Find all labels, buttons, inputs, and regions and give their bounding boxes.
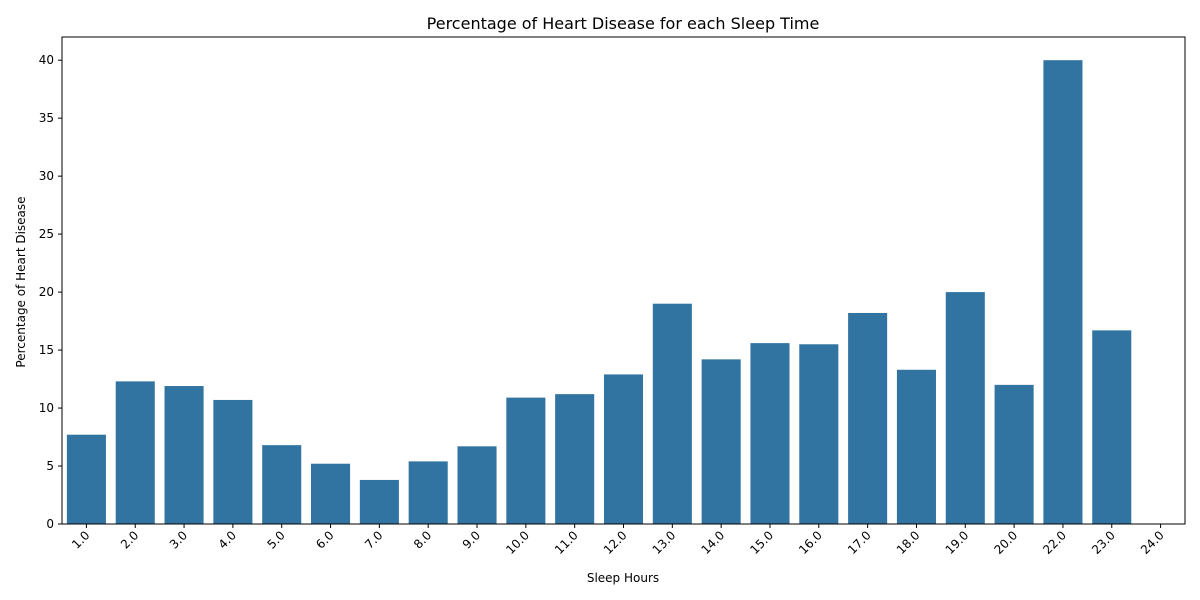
x-axis-ticks: 1.0 2.0 3.0 4.0 5.0 6.0 7.0 8.0 9.0 10.0 11.0 12.0 1… (69, 524, 1167, 557)
x-tick-label: 15.0 (747, 528, 776, 557)
x-tick-label: 17.0 (845, 528, 874, 557)
y-tick-label: 40 (39, 53, 54, 67)
bar-19.0 (945, 292, 985, 524)
y-tick-label: 20 (39, 285, 54, 299)
x-tick-label: 4.0 (216, 528, 239, 551)
x-tick-label: 3.0 (167, 528, 190, 551)
chart-title: Percentage of Heart Disease for each Sle… (427, 14, 820, 33)
y-tick-label: 30 (39, 169, 54, 183)
bar-1.0 (66, 434, 106, 524)
x-tick-label: 16.0 (796, 528, 825, 557)
x-tick-label: 1.0 (69, 528, 92, 551)
y-axis-label: Percentage of Heart Disease (14, 196, 28, 367)
x-axis-label: Sleep Hours (587, 571, 659, 585)
bar-23.0 (1092, 330, 1132, 524)
x-tick-label: 18.0 (894, 528, 923, 557)
bar-17.0 (848, 312, 888, 524)
x-tick-label: 7.0 (362, 528, 385, 551)
bars-group (66, 60, 1132, 524)
bar-5.0 (262, 445, 302, 524)
bar-15.0 (750, 343, 790, 524)
y-tick-label: 35 (39, 111, 54, 125)
bar-3.0 (164, 386, 204, 524)
y-tick-label: 25 (39, 227, 54, 241)
x-tick-label: 12.0 (601, 528, 630, 557)
x-tick-label: 20.0 (991, 528, 1020, 557)
x-tick-label: 9.0 (460, 528, 483, 551)
x-tick-label: 8.0 (411, 528, 434, 551)
plot-frame (61, 36, 1186, 525)
x-tick-label: 14.0 (698, 528, 727, 557)
x-tick-label: 23.0 (1089, 528, 1118, 557)
bar-13.0 (652, 303, 692, 524)
y-axis-ticks: 0 5 10 15 20 25 30 35 40 (39, 53, 62, 531)
y-tick-label: 0 (46, 517, 54, 531)
bar-10.0 (506, 397, 546, 524)
y-tick-label: 10 (39, 401, 54, 415)
x-tick-label: 11.0 (552, 528, 581, 557)
bar-16.0 (799, 344, 839, 524)
x-tick-label: 19.0 (943, 528, 972, 557)
x-tick-label: 10.0 (503, 528, 532, 557)
bar-8.0 (408, 461, 448, 524)
y-tick-label: 15 (39, 343, 54, 357)
x-tick-label: 2.0 (118, 528, 141, 551)
x-tick-label: 22.0 (1040, 528, 1069, 557)
bar-22.0 (1043, 60, 1083, 524)
bar-6.0 (311, 463, 351, 524)
x-tick-label: 13.0 (650, 528, 679, 557)
bar-2.0 (115, 381, 155, 524)
bar-12.0 (603, 374, 644, 524)
bar-18.0 (896, 369, 936, 524)
bar-4.0 (213, 399, 253, 524)
bar-11.0 (555, 394, 595, 524)
bar-7.0 (359, 479, 399, 524)
x-tick-label: 24.0 (1138, 528, 1167, 557)
y-tick-label: 5 (46, 459, 54, 473)
bar-9.0 (457, 446, 497, 524)
bar-14.0 (701, 359, 741, 524)
bar-20.0 (994, 384, 1034, 524)
x-tick-label: 6.0 (313, 528, 336, 551)
x-tick-label: 5.0 (264, 528, 287, 551)
